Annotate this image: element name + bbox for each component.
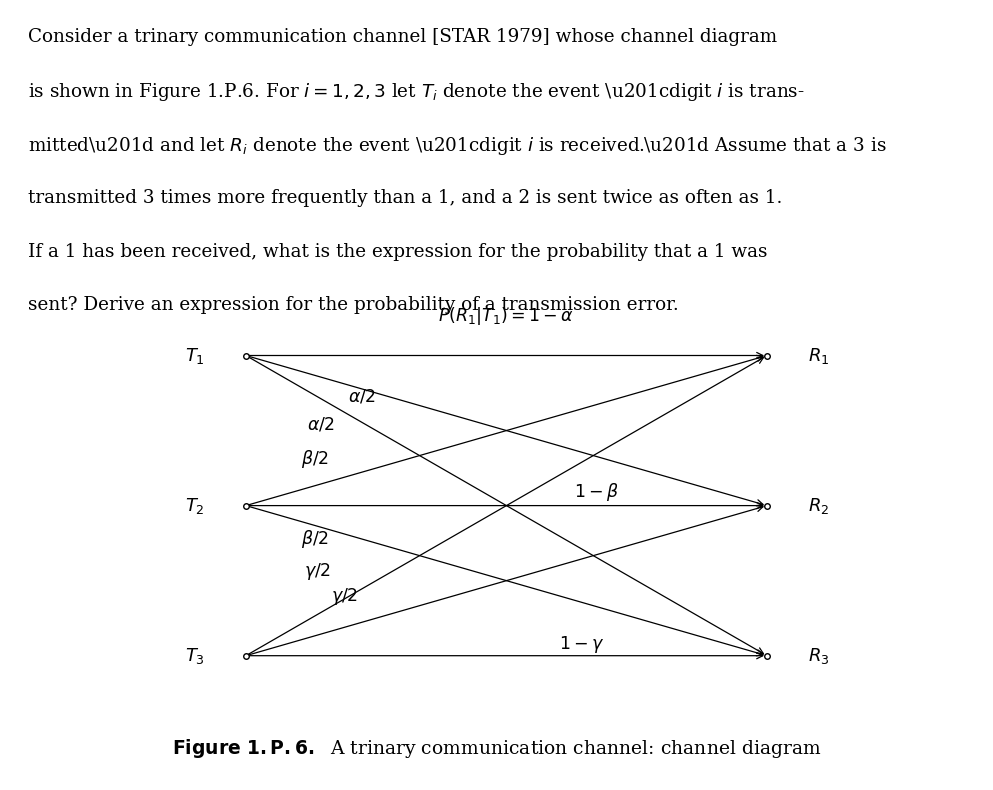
Text: $\beta / 2$: $\beta / 2$ bbox=[301, 448, 329, 470]
Text: $\alpha / 2$: $\alpha / 2$ bbox=[307, 416, 335, 434]
Text: $1-\beta$: $1-\beta$ bbox=[574, 481, 619, 503]
Text: $T_1$: $T_1$ bbox=[186, 345, 206, 366]
Text: $R_2$: $R_2$ bbox=[807, 495, 829, 516]
Text: $\mathbf{Figure\ 1.P.6.}$  A trinary communication channel: channel diagram: $\mathbf{Figure\ 1.P.6.}$ A trinary comm… bbox=[172, 737, 821, 761]
Text: $\alpha / 2$: $\alpha / 2$ bbox=[348, 388, 375, 406]
Text: sent? Derive an expression for the probability of a transmission error.: sent? Derive an expression for the proba… bbox=[28, 296, 678, 314]
Text: $R_3$: $R_3$ bbox=[807, 645, 829, 666]
Text: $1-\gamma$: $1-\gamma$ bbox=[559, 634, 605, 655]
Text: $R_1$: $R_1$ bbox=[807, 345, 829, 366]
Text: $\beta / 2$: $\beta / 2$ bbox=[301, 529, 329, 550]
Text: $T_3$: $T_3$ bbox=[186, 645, 206, 666]
Text: Consider a trinary communication channel [STAR 1979] whose channel diagram: Consider a trinary communication channel… bbox=[28, 28, 777, 46]
Text: transmitted 3 times more frequently than a 1, and a 2 is sent twice as often as : transmitted 3 times more frequently than… bbox=[28, 189, 782, 207]
Text: If a 1 has been received, what is the expression for the probability that a 1 wa: If a 1 has been received, what is the ex… bbox=[28, 243, 768, 261]
Text: is shown in Figure 1.P.6. For $i = 1, 2, 3$ let $T_i$ denote the event \u201cdig: is shown in Figure 1.P.6. For $i = 1, 2,… bbox=[28, 81, 804, 103]
Text: $P(R_1|T_1) =1-\alpha$: $P(R_1|T_1) =1-\alpha$ bbox=[439, 305, 574, 327]
Text: $\gamma / 2$: $\gamma / 2$ bbox=[305, 562, 332, 582]
Text: $\gamma / 2$: $\gamma / 2$ bbox=[332, 586, 358, 607]
Text: $T_2$: $T_2$ bbox=[186, 495, 206, 516]
Text: mitted\u201d and let $R_i$ denote the event \u201cdigit $i$ is received.\u201d A: mitted\u201d and let $R_i$ denote the ev… bbox=[28, 135, 887, 157]
